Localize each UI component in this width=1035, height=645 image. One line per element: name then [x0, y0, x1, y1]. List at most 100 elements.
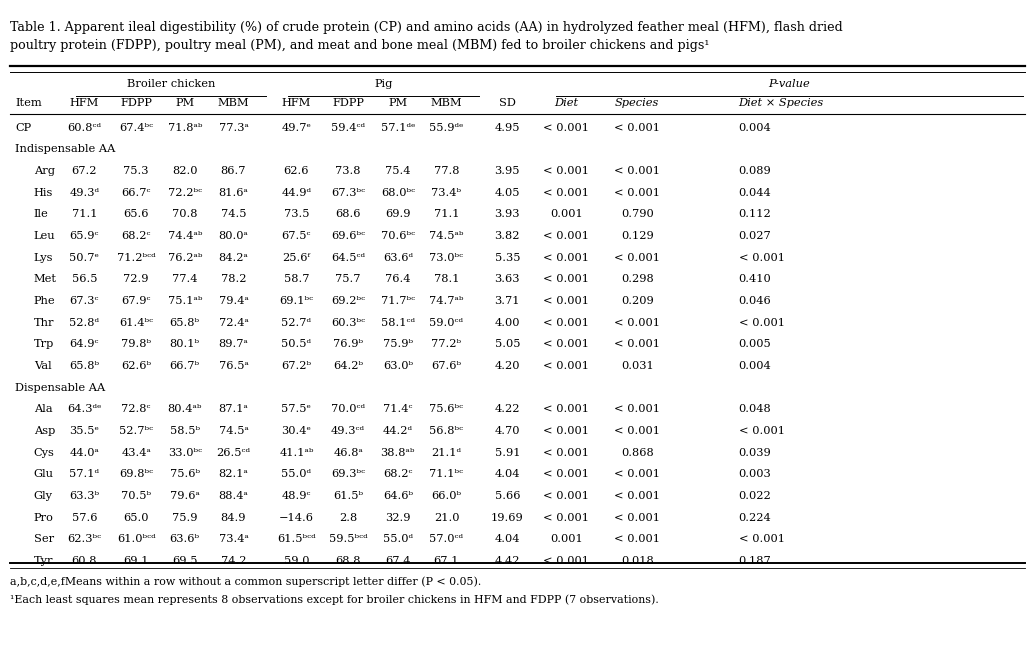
Text: 77.8: 77.8 — [434, 166, 460, 176]
Text: 0.048: 0.048 — [739, 404, 771, 415]
Text: PM: PM — [175, 97, 195, 108]
Text: < 0.001: < 0.001 — [543, 361, 589, 371]
Text: 0.027: 0.027 — [739, 231, 771, 241]
Text: 0.046: 0.046 — [739, 296, 771, 306]
Text: 70.5ᵇ: 70.5ᵇ — [121, 491, 151, 501]
Text: Table 1. Apparent ileal digestibility (%) of crude protein (CP) and amino acids : Table 1. Apparent ileal digestibility (%… — [10, 21, 844, 34]
Text: 74.4ᵃᵇ: 74.4ᵃᵇ — [168, 231, 202, 241]
Text: Met: Met — [34, 274, 57, 284]
Text: 50.5ᵈ: 50.5ᵈ — [282, 339, 312, 350]
Text: < 0.001: < 0.001 — [543, 253, 589, 263]
Text: < 0.001: < 0.001 — [614, 404, 660, 415]
Text: 69.5: 69.5 — [172, 556, 198, 566]
Text: 49.3ᶜᵈ: 49.3ᶜᵈ — [331, 426, 365, 436]
Text: 72.4ᵃ: 72.4ᵃ — [218, 318, 248, 328]
Text: Cys: Cys — [34, 448, 55, 458]
Text: < 0.001: < 0.001 — [739, 426, 785, 436]
Text: 52.7ᵈ: 52.7ᵈ — [282, 318, 312, 328]
Text: 0.224: 0.224 — [739, 513, 771, 523]
Text: 75.9ᵇ: 75.9ᵇ — [383, 339, 413, 350]
Text: 74.7ᵃᵇ: 74.7ᵃᵇ — [430, 296, 464, 306]
Text: poultry protein (FDPP), poultry meal (PM), and meat and bone meal (MBM) fed to b: poultry protein (FDPP), poultry meal (PM… — [10, 39, 710, 52]
Text: 81.6ᵃ: 81.6ᵃ — [218, 188, 248, 198]
Text: 68.6: 68.6 — [335, 210, 361, 219]
Text: 4.95: 4.95 — [495, 123, 521, 133]
Text: 66.0ᵇ: 66.0ᵇ — [432, 491, 462, 501]
Text: 5.91: 5.91 — [495, 448, 521, 458]
Text: 0.209: 0.209 — [621, 296, 653, 306]
Text: 67.1: 67.1 — [434, 556, 460, 566]
Text: Glu: Glu — [34, 470, 54, 479]
Text: Val: Val — [34, 361, 52, 371]
Text: 26.5ᶜᵈ: 26.5ᶜᵈ — [216, 448, 250, 458]
Text: HFM: HFM — [282, 97, 312, 108]
Text: 46.8ᵃ: 46.8ᵃ — [333, 448, 363, 458]
Text: < 0.001: < 0.001 — [543, 556, 589, 566]
Text: 72.2ᵇᶜ: 72.2ᵇᶜ — [168, 188, 202, 198]
Text: 72.8ᶜ: 72.8ᶜ — [121, 404, 151, 415]
Text: < 0.001: < 0.001 — [614, 318, 660, 328]
Text: 44.2ᵈ: 44.2ᵈ — [383, 426, 413, 436]
Text: 48.9ᶜ: 48.9ᶜ — [282, 491, 312, 501]
Text: 52.8ᵈ: 52.8ᵈ — [69, 318, 99, 328]
Text: 0.018: 0.018 — [621, 556, 653, 566]
Text: 76.5ᵃ: 76.5ᵃ — [218, 361, 248, 371]
Text: < 0.001: < 0.001 — [543, 513, 589, 523]
Text: 71.2ᵇᶜᵈ: 71.2ᵇᶜᵈ — [117, 253, 155, 263]
Text: 70.0ᶜᵈ: 70.0ᶜᵈ — [331, 404, 365, 415]
Text: 71.7ᵇᶜ: 71.7ᵇᶜ — [381, 296, 415, 306]
Text: 0.022: 0.022 — [739, 491, 771, 501]
Text: 75.7: 75.7 — [335, 274, 361, 284]
Text: 74.5ᵃ: 74.5ᵃ — [218, 426, 248, 436]
Text: MBM: MBM — [217, 97, 249, 108]
Text: 87.1ᵃ: 87.1ᵃ — [218, 404, 248, 415]
Text: 77.2ᵇ: 77.2ᵇ — [432, 339, 462, 350]
Text: 64.3ᵈᵉ: 64.3ᵈᵉ — [67, 404, 101, 415]
Text: 78.2: 78.2 — [220, 274, 246, 284]
Text: 68.2ᶜ: 68.2ᶜ — [383, 470, 413, 479]
Text: MBM: MBM — [431, 97, 463, 108]
Text: 69.2ᵇᶜ: 69.2ᵇᶜ — [331, 296, 365, 306]
Text: 4.70: 4.70 — [495, 426, 521, 436]
Text: 33.0ᵇᶜ: 33.0ᵇᶜ — [168, 448, 202, 458]
Text: 55.0ᵈ: 55.0ᵈ — [383, 535, 413, 544]
Text: 71.1: 71.1 — [434, 210, 460, 219]
Text: 44.9ᵈ: 44.9ᵈ — [282, 188, 312, 198]
Text: 63.3ᵇ: 63.3ᵇ — [69, 491, 99, 501]
Text: < 0.001: < 0.001 — [739, 535, 785, 544]
Text: 82.0: 82.0 — [172, 166, 198, 176]
Text: 50.7ᵉ: 50.7ᵉ — [69, 253, 99, 263]
Text: 62.3ᵇᶜ: 62.3ᵇᶜ — [67, 535, 101, 544]
Text: 4.00: 4.00 — [495, 318, 521, 328]
Text: 65.0: 65.0 — [123, 513, 149, 523]
Text: 49.3ᵈ: 49.3ᵈ — [69, 188, 99, 198]
Text: < 0.001: < 0.001 — [543, 231, 589, 241]
Text: 41.1ᵃᵇ: 41.1ᵃᵇ — [279, 448, 314, 458]
Text: < 0.001: < 0.001 — [614, 426, 660, 436]
Text: < 0.001: < 0.001 — [543, 166, 589, 176]
Text: 80.1ᵇ: 80.1ᵇ — [170, 339, 200, 350]
Text: 73.4ᵃ: 73.4ᵃ — [218, 535, 248, 544]
Text: < 0.001: < 0.001 — [614, 491, 660, 501]
Text: 65.9ᶜ: 65.9ᶜ — [69, 231, 99, 241]
Text: Item: Item — [16, 97, 42, 108]
Text: 69.9: 69.9 — [385, 210, 411, 219]
Text: 65.8ᵇ: 65.8ᵇ — [69, 361, 99, 371]
Text: < 0.001: < 0.001 — [543, 296, 589, 306]
Text: 64.6ᵇ: 64.6ᵇ — [383, 491, 413, 501]
Text: 57.1ᵈ: 57.1ᵈ — [69, 470, 99, 479]
Text: 55.9ᵈᵉ: 55.9ᵈᵉ — [430, 123, 464, 133]
Text: 5.66: 5.66 — [495, 491, 521, 501]
Text: 0.044: 0.044 — [739, 188, 771, 198]
Text: 0.790: 0.790 — [621, 210, 653, 219]
Text: < 0.001: < 0.001 — [614, 188, 660, 198]
Text: Ser: Ser — [34, 535, 54, 544]
Text: 76.9ᵇ: 76.9ᵇ — [333, 339, 363, 350]
Text: 60.3ᵇᶜ: 60.3ᵇᶜ — [331, 318, 365, 328]
Text: 63.6ᵈ: 63.6ᵈ — [383, 253, 413, 263]
Text: 4.05: 4.05 — [495, 188, 521, 198]
Text: 43.4ᵃ: 43.4ᵃ — [121, 448, 151, 458]
Text: 0.004: 0.004 — [739, 123, 771, 133]
Text: 69.8ᵇᶜ: 69.8ᵇᶜ — [119, 470, 153, 479]
Text: 44.0ᵃ: 44.0ᵃ — [69, 448, 99, 458]
